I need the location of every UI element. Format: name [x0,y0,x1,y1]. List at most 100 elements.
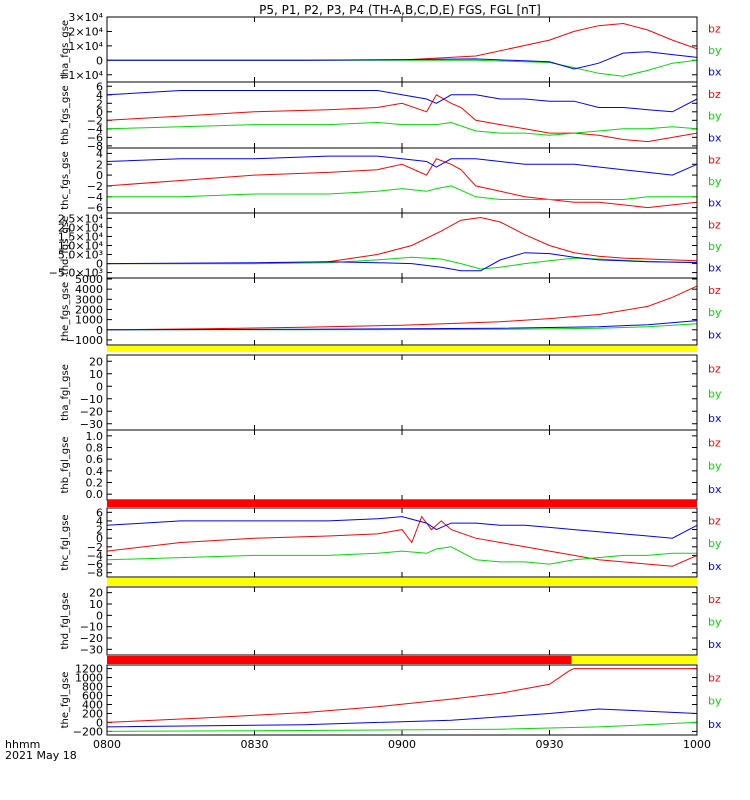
y-tick-label: −6 [87,202,103,215]
legend-bz: bz [708,219,721,232]
legend-by: by [708,616,722,629]
y-axis-label: thc_fgl_gse [60,514,71,570]
y-tick-label: 1.0 [86,430,104,443]
y-tick-label: 1000 [75,314,103,327]
series-bx [106,708,698,728]
y-tick-label: 5000 [75,273,103,286]
y-tick-label: 1000 [75,672,103,685]
legend-bx: bx [708,197,722,210]
series-bz [106,158,698,209]
y-tick-label: −20 [80,632,103,645]
y-tick-label: 2000 [75,303,103,316]
y-tick-label: 2×10⁴ [68,25,103,38]
y-tick-label: 0 [96,258,103,271]
y-tick-label: 2.5×10⁴ [58,212,104,225]
y-tick-label: 6 [96,80,103,93]
y-tick-label: −5.0×10³ [49,267,103,280]
legend-bz: bz [708,88,721,101]
series-bz [107,22,698,61]
y-tick-label: 3000 [75,293,103,306]
legend-by: by [708,460,722,473]
series-bz [106,515,698,567]
series-bz [106,94,698,143]
panel-thd_fgs_gse: 2.5×10⁴2.0×10⁴1.5×10⁴1.0×10⁴5.0×10³0−5.0… [49,212,722,279]
series-bz [107,216,698,265]
y-tick-label: 0 [96,54,103,67]
y-axis-label: the_fgl_gse [60,672,71,729]
panel-frame [106,429,698,501]
y-axis-label: tha_fgl_gse [60,364,71,421]
status-bar-segment [107,656,572,664]
y-tick-label: 4 [96,89,103,102]
legend-bz: bz [708,514,721,527]
y-tick-label: 1.5×10⁴ [58,230,104,243]
y-tick-label: 0 [96,106,103,119]
legend-bx: bx [708,328,722,341]
y-tick-label: −200 [73,725,103,738]
y-tick-label: 0.2 [86,477,104,490]
y-tick-label: 1×10⁴ [68,40,103,53]
panel-frame [106,16,698,83]
panel-frame [106,212,698,279]
y-axis-label: thd_fgs_gse [60,216,71,275]
y-axis-label: thc_fgs_gse [60,151,71,210]
y-tick-label: 0.8 [86,442,104,455]
y-tick-label: −1000 [66,334,103,347]
legend-bx: bx [708,560,722,573]
legend-bz: bz [708,593,721,606]
y-tick-label: −4 [87,191,103,204]
panel-frame [106,507,698,578]
legend-by: by [708,695,722,708]
y-tick-label: 400 [82,698,103,711]
y-tick-label: −30 [80,418,103,431]
legend-bz: bz [708,23,721,36]
y-tick-label: 0 [96,609,103,622]
y-tick-label: −4 [87,549,103,562]
series-bx [106,90,698,113]
status-bar [107,500,697,507]
legend-bx: bx [708,483,722,496]
series-bx [106,516,698,539]
y-tick-label: 2.0×10⁴ [58,221,104,234]
series-by [106,721,698,732]
legend-by: by [708,175,722,188]
y-axis-label: the_fgs_gse [60,282,71,341]
y-tick-label: 2 [96,158,103,171]
y-tick-label: 20 [89,355,103,368]
legend-by: by [708,537,722,550]
series-by [106,121,698,136]
y-tick-label: 200 [82,707,103,720]
y-tick-label: −8 [87,140,103,153]
y-tick-label: −6 [87,558,103,571]
legend-bz: bz [708,672,721,685]
legend-by: by [708,110,722,123]
legend-bx: bx [708,66,722,79]
y-tick-label: 4 [96,147,103,160]
y-tick-label: 5.0×10³ [58,249,103,262]
status-bar [107,656,697,664]
y-tick-label: −10 [80,393,103,406]
y-tick-label: 0.6 [86,453,104,466]
series-by [106,546,697,565]
y-tick-label: 6 [96,506,103,519]
y-tick-label: 1.0×10⁴ [58,240,104,253]
x-tick-label: 0930 [536,738,564,751]
legend-bz: bz [708,437,721,450]
y-tick-label: 4000 [75,283,103,296]
series-bx [106,252,698,272]
legend-by: by [708,387,722,400]
panel-frame [106,354,698,431]
series-bx [106,155,698,176]
y-tick-label: 2 [96,97,103,110]
series-bz [106,285,698,331]
y-tick-label: 800 [82,681,103,694]
time-axis-label: hhmm [5,738,40,751]
y-axis-label: thb_fgs_gse [60,85,71,144]
legend-bz: bz [708,154,721,167]
